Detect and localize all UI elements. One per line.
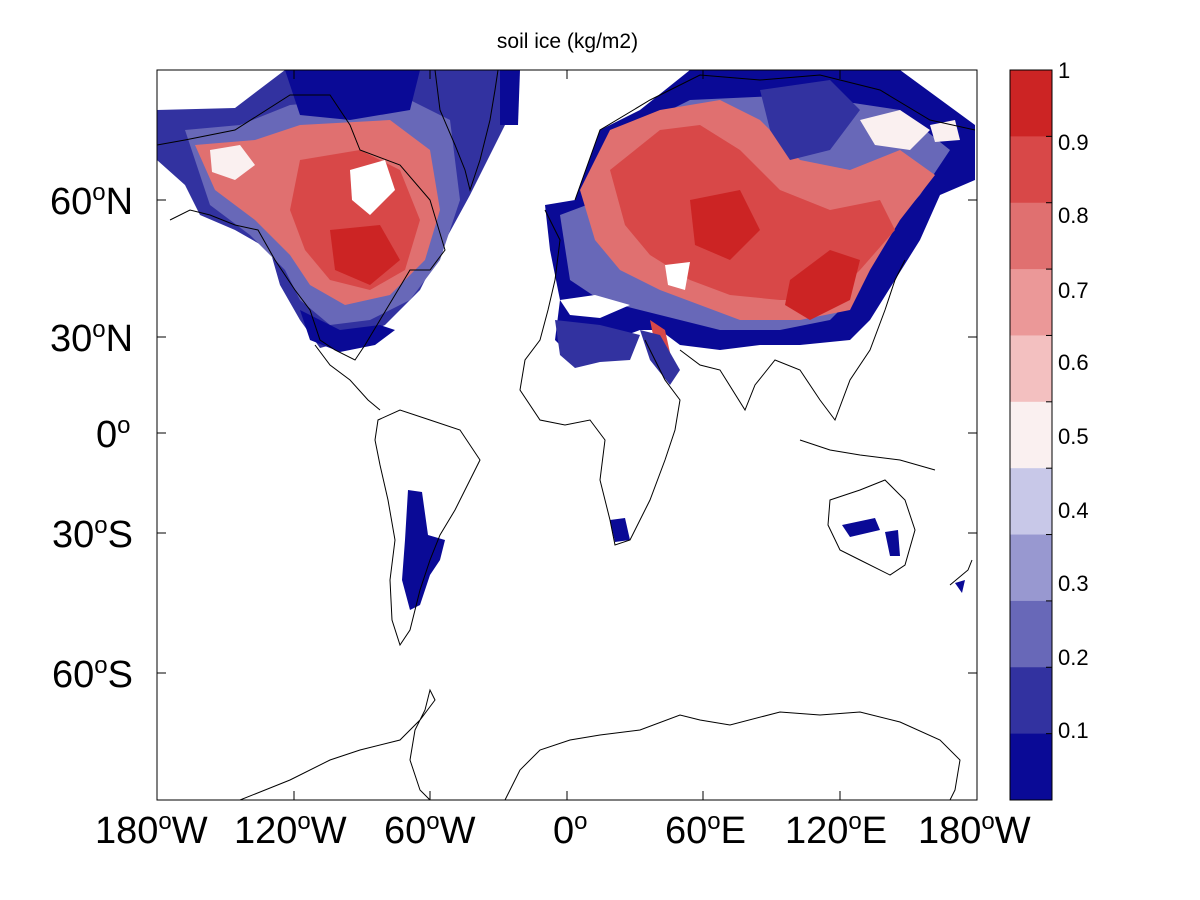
y-tick-0: 0o: [96, 412, 131, 456]
eu-red-core-east: [785, 250, 860, 320]
x-tick-180w-right: 180oW: [918, 808, 1031, 852]
new-zealand-field: [955, 580, 965, 593]
mediterranean-hole: [560, 295, 630, 318]
coast-europe-africa: [519, 209, 681, 546]
arabia-blue: [640, 330, 680, 385]
colorbar-label-0.1: 0.1: [1058, 718, 1089, 743]
colorbar-swatch: [1010, 733, 1052, 801]
colorbar-label-0.9: 0.9: [1058, 130, 1089, 155]
colorbar-swatch: [1010, 202, 1052, 270]
coast-asia-south: [679, 259, 906, 422]
eu-red-core-west: [690, 190, 760, 260]
coast-south-america: [374, 409, 481, 647]
australia-field-b: [885, 530, 900, 556]
siberia-blue-tongue: [760, 80, 860, 160]
soil-ice-field: [157, 70, 975, 610]
greenland-hole: [350, 160, 395, 215]
x-tick-60e: 60oE: [665, 808, 746, 852]
australia-field-a: [842, 518, 880, 537]
colorbar-swatch: [1010, 401, 1052, 469]
colorbar-swatch: [1010, 269, 1052, 336]
colorbar-label-0.2: 0.2: [1058, 645, 1089, 670]
x-ticks: [293, 70, 841, 800]
colorbar-label-0.7: 0.7: [1058, 278, 1089, 303]
y-tick-60s: 60oS: [52, 652, 133, 696]
coast-indonesia: [799, 439, 936, 471]
colorbar-label-1: 1: [1058, 58, 1071, 83]
na-bottom-band: [300, 310, 395, 352]
coast-greenland: [434, 70, 499, 192]
colorbar-swatch: [1010, 600, 1052, 668]
coastlines: [157, 70, 976, 800]
colorbar-swatch: [1010, 468, 1052, 536]
south-africa-field: [610, 518, 630, 542]
x-tick-0: 0o: [553, 808, 588, 852]
eurasia-field: [545, 70, 975, 385]
y-tick-60n: 60oN: [50, 179, 134, 223]
caspian-hole: [665, 262, 690, 290]
na-pale: [210, 145, 255, 180]
coast-asia: [574, 74, 976, 201]
colorbar-label-0.5: 0.5: [1058, 424, 1089, 449]
colorbar: [1009, 69, 1053, 801]
patagonia-field: [402, 490, 445, 610]
coast-central-america: [314, 344, 381, 411]
north-america-field: [157, 70, 510, 352]
y-tick-30s: 30oS: [52, 512, 133, 556]
coast-antarctica: [239, 688, 961, 800]
y-ticks: [157, 199, 977, 674]
coast-australia: [827, 479, 916, 576]
x-tick-60w: 60oW: [384, 808, 476, 852]
na-top-band: [285, 70, 420, 120]
colorbar-label-0.3: 0.3: [1058, 571, 1089, 596]
colorbar-swatch: [1010, 667, 1052, 735]
plot-title: soil ice (kg/m2): [496, 30, 639, 53]
colorbar-label-0.6: 0.6: [1058, 350, 1089, 375]
y-tick-30n: 30oN: [50, 316, 134, 360]
eu-pale-east: [860, 110, 930, 150]
x-tick-180w-left: 180oW: [95, 808, 208, 852]
x-tick-120w: 120oW: [234, 808, 347, 852]
na-red-core: [330, 225, 400, 285]
x-tick-120e: 120oE: [785, 808, 888, 852]
colorbar-swatch: [1010, 136, 1052, 204]
colorbar-label-0.4: 0.4: [1058, 498, 1089, 523]
colorbar-label-0.8: 0.8: [1058, 203, 1089, 228]
coast-new-zealand: [949, 559, 973, 586]
nafrica-blue: [555, 320, 640, 368]
arctic-greenland-blue: [500, 70, 520, 125]
colorbar-swatch: [1010, 335, 1052, 403]
colorbar-frame: [1009, 69, 1053, 801]
colorbar-swatch: [1010, 70, 1052, 137]
coast-north-america: [157, 94, 446, 361]
colorbar-swatch: [1010, 534, 1052, 602]
